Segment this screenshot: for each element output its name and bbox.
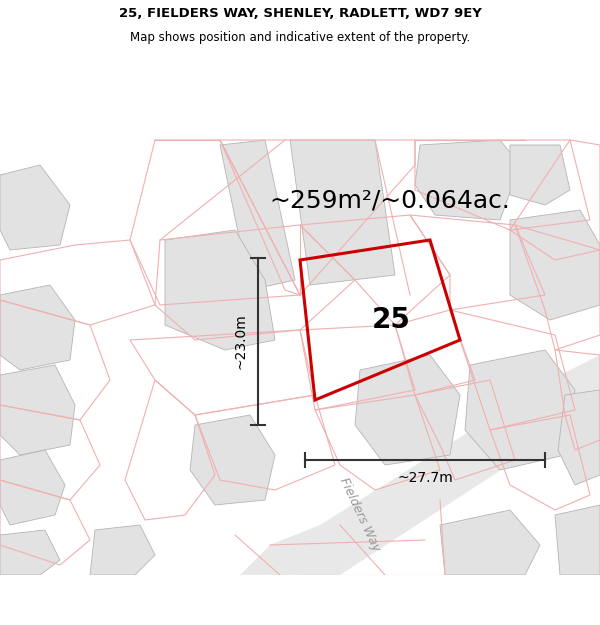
Polygon shape (440, 510, 540, 575)
Polygon shape (0, 365, 75, 455)
Polygon shape (165, 230, 275, 350)
Polygon shape (0, 530, 60, 575)
Polygon shape (465, 350, 575, 470)
Text: Contains OS data © Crown copyright and database right 2021. This information is : Contains OS data © Crown copyright and d… (7, 542, 578, 572)
Polygon shape (415, 140, 520, 220)
Polygon shape (190, 415, 275, 505)
Polygon shape (555, 505, 600, 575)
Text: ~27.7m: ~27.7m (397, 471, 453, 485)
Polygon shape (558, 390, 600, 485)
Text: 25: 25 (372, 306, 410, 334)
Polygon shape (0, 450, 65, 525)
Polygon shape (90, 525, 155, 575)
Polygon shape (290, 140, 395, 285)
Text: ~259m²/~0.064ac.: ~259m²/~0.064ac. (269, 188, 511, 212)
Polygon shape (220, 140, 295, 290)
Polygon shape (0, 85, 600, 575)
Polygon shape (0, 285, 75, 370)
Polygon shape (355, 355, 460, 465)
Text: Map shows position and indicative extent of the property.: Map shows position and indicative extent… (130, 31, 470, 44)
Polygon shape (510, 210, 600, 320)
Polygon shape (240, 355, 600, 575)
Polygon shape (510, 145, 570, 205)
Text: ~23.0m: ~23.0m (233, 314, 247, 369)
Text: Fielders Way: Fielders Way (337, 476, 383, 554)
Polygon shape (0, 165, 70, 250)
Text: 25, FIELDERS WAY, SHENLEY, RADLETT, WD7 9EY: 25, FIELDERS WAY, SHENLEY, RADLETT, WD7 … (119, 7, 481, 20)
